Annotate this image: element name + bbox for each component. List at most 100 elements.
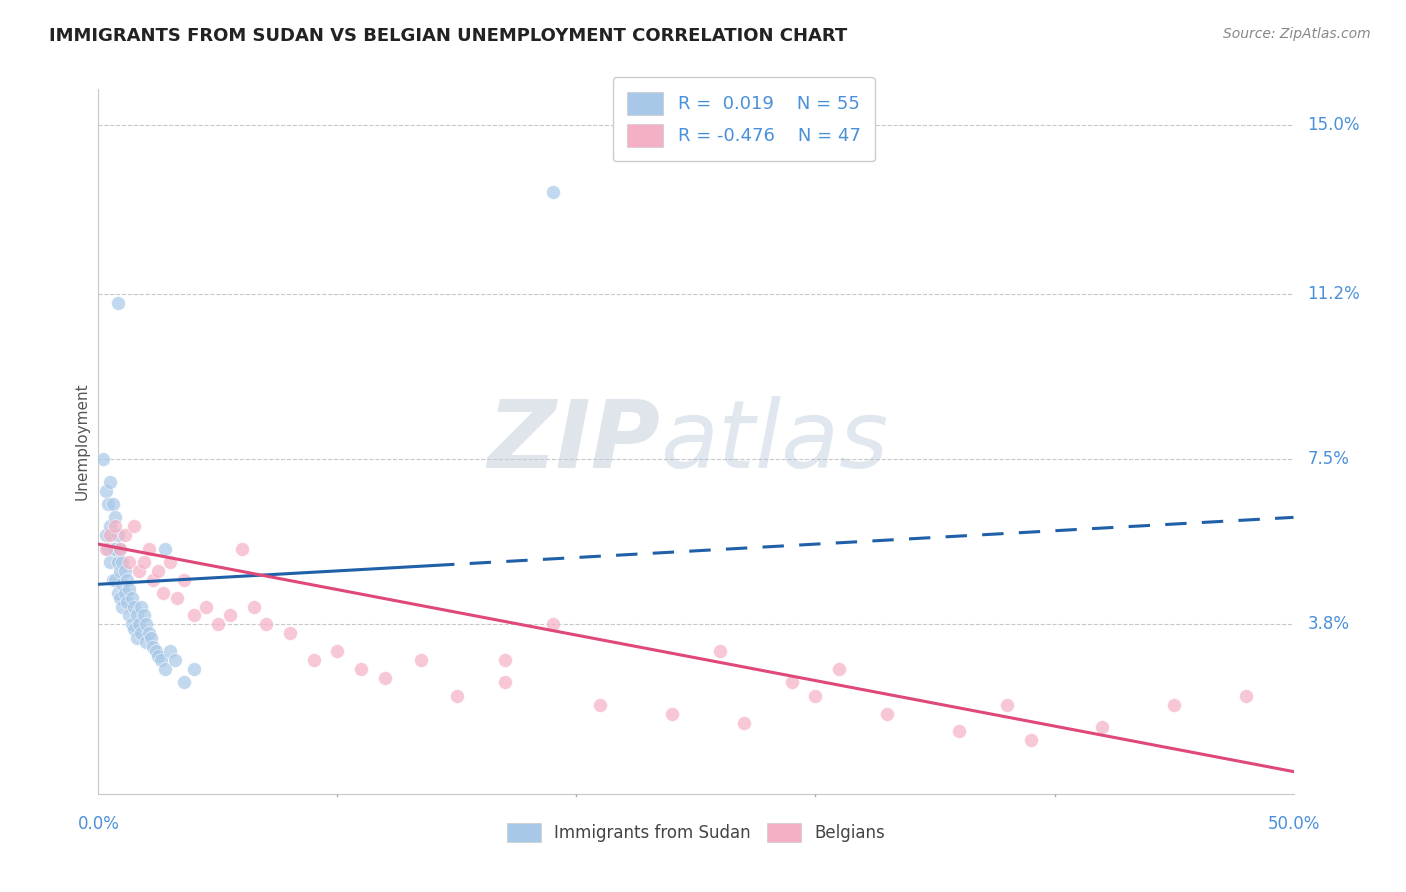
Point <box>541 185 564 199</box>
Point <box>243 599 266 614</box>
Text: 50.0%: 50.0% <box>1267 814 1320 832</box>
Point <box>101 573 124 587</box>
Point <box>114 564 136 578</box>
Point <box>97 497 120 511</box>
Point <box>94 541 117 556</box>
Point <box>124 519 146 533</box>
Point <box>166 591 188 605</box>
Point <box>326 644 349 658</box>
Point <box>124 599 146 614</box>
Point <box>709 644 731 658</box>
Point <box>661 706 683 721</box>
Point <box>118 555 141 569</box>
Point <box>111 599 134 614</box>
Point <box>118 608 141 623</box>
Point <box>98 555 122 569</box>
Point <box>142 573 165 587</box>
Point <box>104 573 127 587</box>
Point <box>804 689 827 703</box>
Point <box>91 452 114 467</box>
Point <box>101 497 124 511</box>
Legend: Immigrants from Sudan, Belgians: Immigrants from Sudan, Belgians <box>501 816 891 849</box>
Point <box>115 573 138 587</box>
Point <box>219 608 242 623</box>
Point <box>173 675 195 690</box>
Point <box>139 631 162 645</box>
Text: 7.5%: 7.5% <box>1308 450 1350 468</box>
Point <box>148 648 170 663</box>
Point <box>114 586 136 600</box>
Point <box>195 599 218 614</box>
Point <box>876 706 898 721</box>
Point <box>135 635 157 649</box>
Text: Source: ZipAtlas.com: Source: ZipAtlas.com <box>1223 27 1371 41</box>
Point <box>132 555 155 569</box>
Point <box>138 626 160 640</box>
Point <box>97 541 120 556</box>
Point <box>104 541 127 556</box>
Point <box>107 586 129 600</box>
Point <box>780 675 803 690</box>
Point <box>121 591 143 605</box>
Point <box>131 599 153 614</box>
Point <box>494 675 516 690</box>
Point <box>98 519 122 533</box>
Point <box>142 640 165 654</box>
Point <box>1091 720 1114 734</box>
Text: 15.0%: 15.0% <box>1308 116 1360 134</box>
Point <box>101 541 124 556</box>
Text: 11.2%: 11.2% <box>1308 285 1360 303</box>
Point <box>114 528 136 542</box>
Point <box>231 541 253 556</box>
Point <box>1234 689 1257 703</box>
Point <box>108 591 131 605</box>
Point <box>302 653 325 667</box>
Point <box>1019 733 1042 747</box>
Point <box>254 617 277 632</box>
Point <box>98 528 122 542</box>
Point <box>108 564 131 578</box>
Point <box>183 608 205 623</box>
Point <box>111 577 134 591</box>
Point <box>207 617 229 632</box>
Text: 0.0%: 0.0% <box>77 814 120 832</box>
Point <box>132 608 155 623</box>
Point <box>98 475 122 489</box>
Text: 3.8%: 3.8% <box>1308 615 1350 633</box>
Point <box>148 564 170 578</box>
Point <box>159 555 181 569</box>
Point <box>155 662 177 676</box>
Point <box>374 671 396 685</box>
Point <box>411 653 433 667</box>
Point <box>131 626 153 640</box>
Text: ZIP: ZIP <box>488 395 661 488</box>
Point <box>128 617 150 632</box>
Point <box>155 541 177 556</box>
Point <box>94 528 117 542</box>
Point <box>828 662 851 676</box>
Point <box>1163 698 1185 712</box>
Point <box>124 622 146 636</box>
Point <box>948 724 970 739</box>
Point <box>107 296 129 310</box>
Point <box>104 519 127 533</box>
Point <box>115 595 138 609</box>
Point <box>121 617 143 632</box>
Point <box>541 617 564 632</box>
Point <box>118 582 141 596</box>
Point <box>111 555 134 569</box>
Y-axis label: Unemployment: Unemployment <box>75 383 90 500</box>
Point <box>128 564 150 578</box>
Point <box>163 653 186 667</box>
Point <box>145 644 167 658</box>
Point <box>733 715 755 730</box>
Point <box>173 573 195 587</box>
Point <box>995 698 1018 712</box>
Point <box>107 528 129 542</box>
Point <box>350 662 373 676</box>
Point <box>107 555 129 569</box>
Point <box>589 698 612 712</box>
Point <box>125 608 148 623</box>
Point <box>108 541 131 556</box>
Point <box>135 617 157 632</box>
